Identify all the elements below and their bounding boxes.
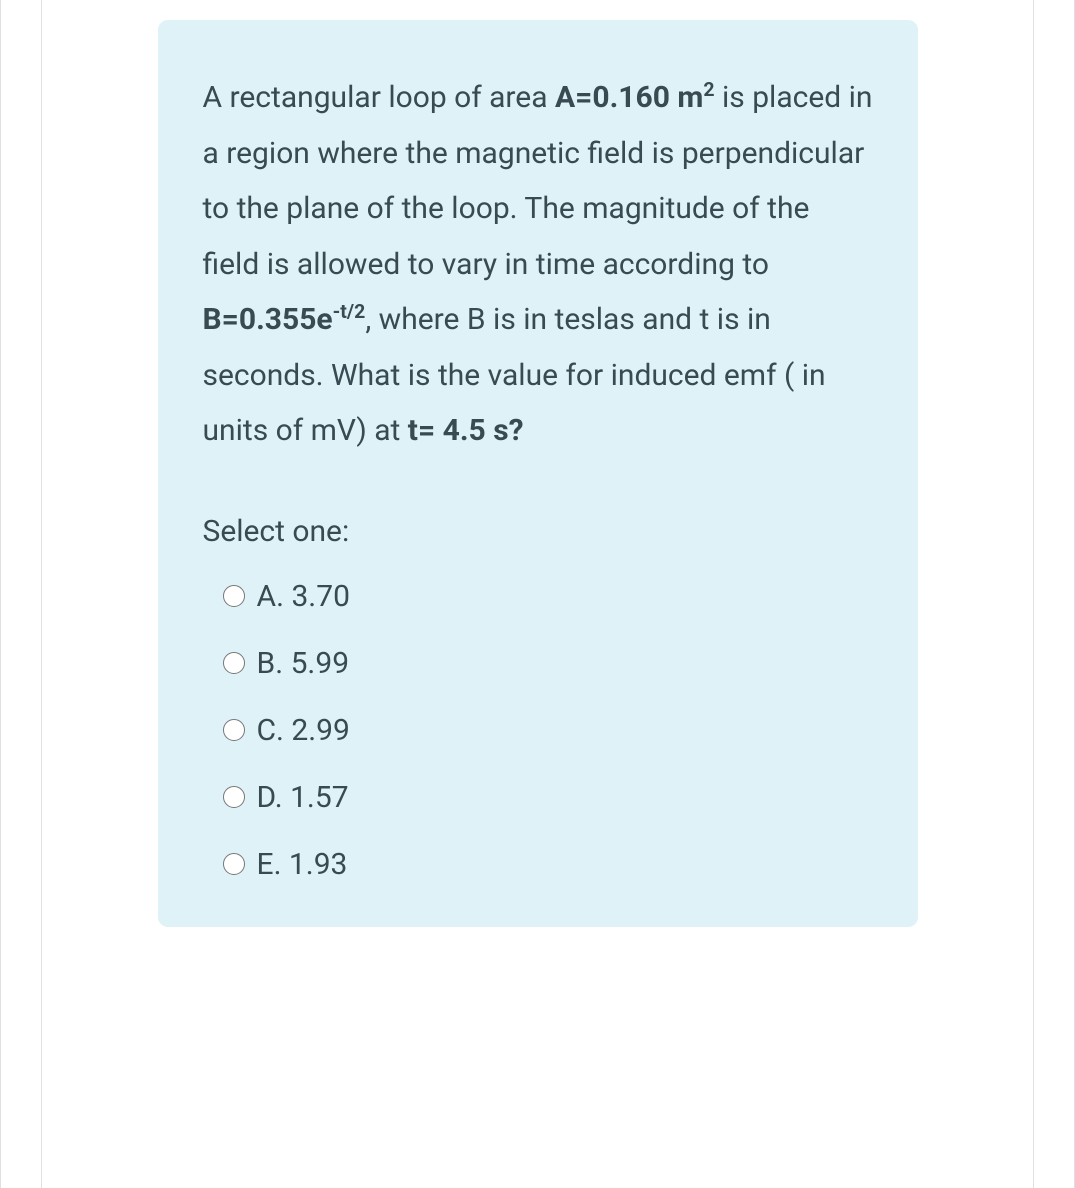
option-b: B. 5.99 bbox=[223, 646, 873, 681]
question-bold-field: B=0.355e-t/2 bbox=[203, 302, 366, 337]
inner-frame: A rectangular loop of area A=0.160 m2 is… bbox=[41, 0, 1034, 1188]
option-label-b[interactable]: B. 5.99 bbox=[257, 646, 350, 681]
option-d: D. 1.57 bbox=[223, 780, 873, 815]
option-label-c[interactable]: C. 2.99 bbox=[257, 713, 350, 748]
option-label-d[interactable]: D. 1.57 bbox=[257, 780, 349, 815]
option-label-a[interactable]: A. 3.70 bbox=[257, 579, 350, 614]
superscript-exponent: -t/2 bbox=[333, 300, 366, 323]
radio-option-c[interactable] bbox=[223, 719, 245, 741]
outer-frame: A rectangular loop of area A=0.160 m2 is… bbox=[0, 0, 1075, 1188]
question-text: A rectangular loop of area A=0.160 m2 is… bbox=[203, 70, 873, 459]
option-a: A. 3.70 bbox=[223, 579, 873, 614]
question-panel: A rectangular loop of area A=0.160 m2 is… bbox=[158, 20, 918, 927]
question-bold-area: A=0.160 m2 bbox=[555, 80, 715, 115]
option-e: E. 1.93 bbox=[223, 847, 873, 882]
select-one-label: Select one: bbox=[203, 514, 873, 549]
radio-option-b[interactable] bbox=[223, 652, 245, 674]
radio-option-a[interactable] bbox=[223, 585, 245, 607]
question-bold-time: t= 4.5 s? bbox=[408, 413, 524, 448]
option-label-e[interactable]: E. 1.93 bbox=[257, 847, 348, 882]
question-segment: A rectangular loop of area bbox=[203, 80, 555, 115]
superscript-area: 2 bbox=[703, 78, 714, 101]
option-c: C. 2.99 bbox=[223, 713, 873, 748]
radio-option-e[interactable] bbox=[223, 853, 245, 875]
radio-option-d[interactable] bbox=[223, 786, 245, 808]
options-list: A. 3.70 B. 5.99 C. 2.99 D. 1.57 E. 1.93 bbox=[203, 579, 873, 882]
